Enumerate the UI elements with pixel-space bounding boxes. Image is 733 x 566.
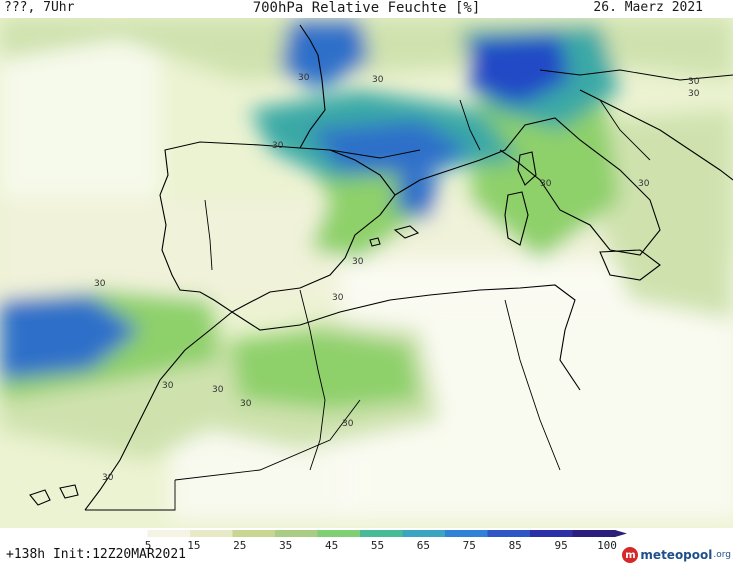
colorbar-segment: [190, 530, 233, 537]
contour-label: 30: [688, 77, 700, 87]
humidity-map: 30 30 30 30 30 30 30 30 30 30 30 30 30 3…: [0, 17, 733, 529]
colorbar-tick: 35: [279, 539, 293, 552]
borders: [85, 69, 733, 511]
colorbar-tick: 5: [144, 539, 152, 552]
north-africa-coast: [231, 284, 581, 391]
colorbar-segment: [402, 530, 446, 537]
contour-label: 30: [688, 89, 700, 99]
balkan-border: [599, 99, 651, 161]
contour-labels: 30 30 30 30 30 30 30 30 30 30 30 30 30 3…: [94, 73, 700, 483]
colorbar-tick: 95: [554, 539, 568, 552]
alpine-border: [539, 69, 733, 81]
forecast-run-info: +138h Init:12Z20MAR2021: [6, 547, 187, 562]
pyrenees-border: [329, 149, 421, 159]
colorbar-tick: 100: [597, 539, 617, 552]
canary-islands: [29, 484, 79, 506]
italy-coast: [394, 117, 661, 256]
colorbar-segment: [445, 530, 488, 537]
colorbar-segment: [360, 530, 403, 537]
colorbar-segment: [487, 530, 531, 537]
colorbar-segment: [317, 530, 361, 537]
contour-label: 30: [240, 399, 252, 409]
contour-label: 30: [272, 141, 284, 151]
colorbar-segment: [275, 530, 318, 537]
humidity-colorbar: [105, 530, 627, 537]
contour-label: 30: [162, 381, 174, 391]
france-atlantic-coast: [299, 24, 326, 149]
meteopool-logo[interactable]: m meteopool .org: [622, 546, 731, 564]
forecast-date: 26. Maerz 2021: [593, 0, 703, 15]
colorbar-arrow: [615, 530, 627, 537]
france-italy-border: [459, 99, 481, 151]
contour-label: 30: [298, 73, 310, 83]
brand-tld: .org: [713, 550, 731, 560]
contour-label: 30: [540, 179, 552, 189]
contour-label: 30: [102, 473, 114, 483]
balearic-islands: [369, 225, 420, 247]
contour-label: 30: [372, 75, 384, 85]
contour-label: 30: [94, 279, 106, 289]
contour-label: 30: [638, 179, 650, 189]
map-title: 700hPa Relative Feuchte [%]: [252, 0, 481, 16]
colorbar-tick: 25: [233, 539, 247, 552]
colorbar-tick: 75: [462, 539, 476, 552]
contour-label: 30: [342, 419, 354, 429]
corsica-coast: [517, 151, 537, 186]
colorbar-segment: [232, 530, 276, 537]
contour-label: 30: [212, 385, 224, 395]
map-footer: 5 15 25 35 45 55 65 75 85 95 100 +138h Init:12Z20M…: [0, 528, 733, 566]
colorbar-tick: 55: [370, 539, 385, 552]
colorbar-tick: 15: [187, 539, 201, 552]
colorbar-tick: 65: [416, 539, 431, 552]
sardinia-coast: [504, 191, 529, 246]
location-time-label: ???, 7Uhr: [4, 0, 75, 15]
brand-name: meteopool: [640, 548, 713, 562]
portugal-spain-border: [204, 199, 213, 271]
meteopool-m-icon: m: [622, 547, 639, 563]
algeria-tunisia-libya-border: [504, 299, 561, 471]
colorbar-segment: [105, 530, 148, 537]
contour-label: 30: [352, 257, 364, 267]
sahara-border: [174, 399, 361, 481]
colorbar-tick: 45: [324, 539, 339, 552]
colorbar-segment: [530, 530, 573, 537]
colorbar-segment: [572, 530, 616, 537]
contour-label: 30: [332, 293, 344, 303]
sicily-coast: [599, 249, 661, 281]
colorbar-tick: 85: [508, 539, 522, 552]
colorbar-segment: [147, 530, 191, 537]
map-header: ???, 7Uhr 700hPa Relative Feuchte [%] 26…: [0, 0, 733, 18]
morocco-atlantic-coast: [84, 311, 233, 511]
humidity-field: [0, 17, 733, 520]
mauritania-border: [85, 480, 176, 511]
